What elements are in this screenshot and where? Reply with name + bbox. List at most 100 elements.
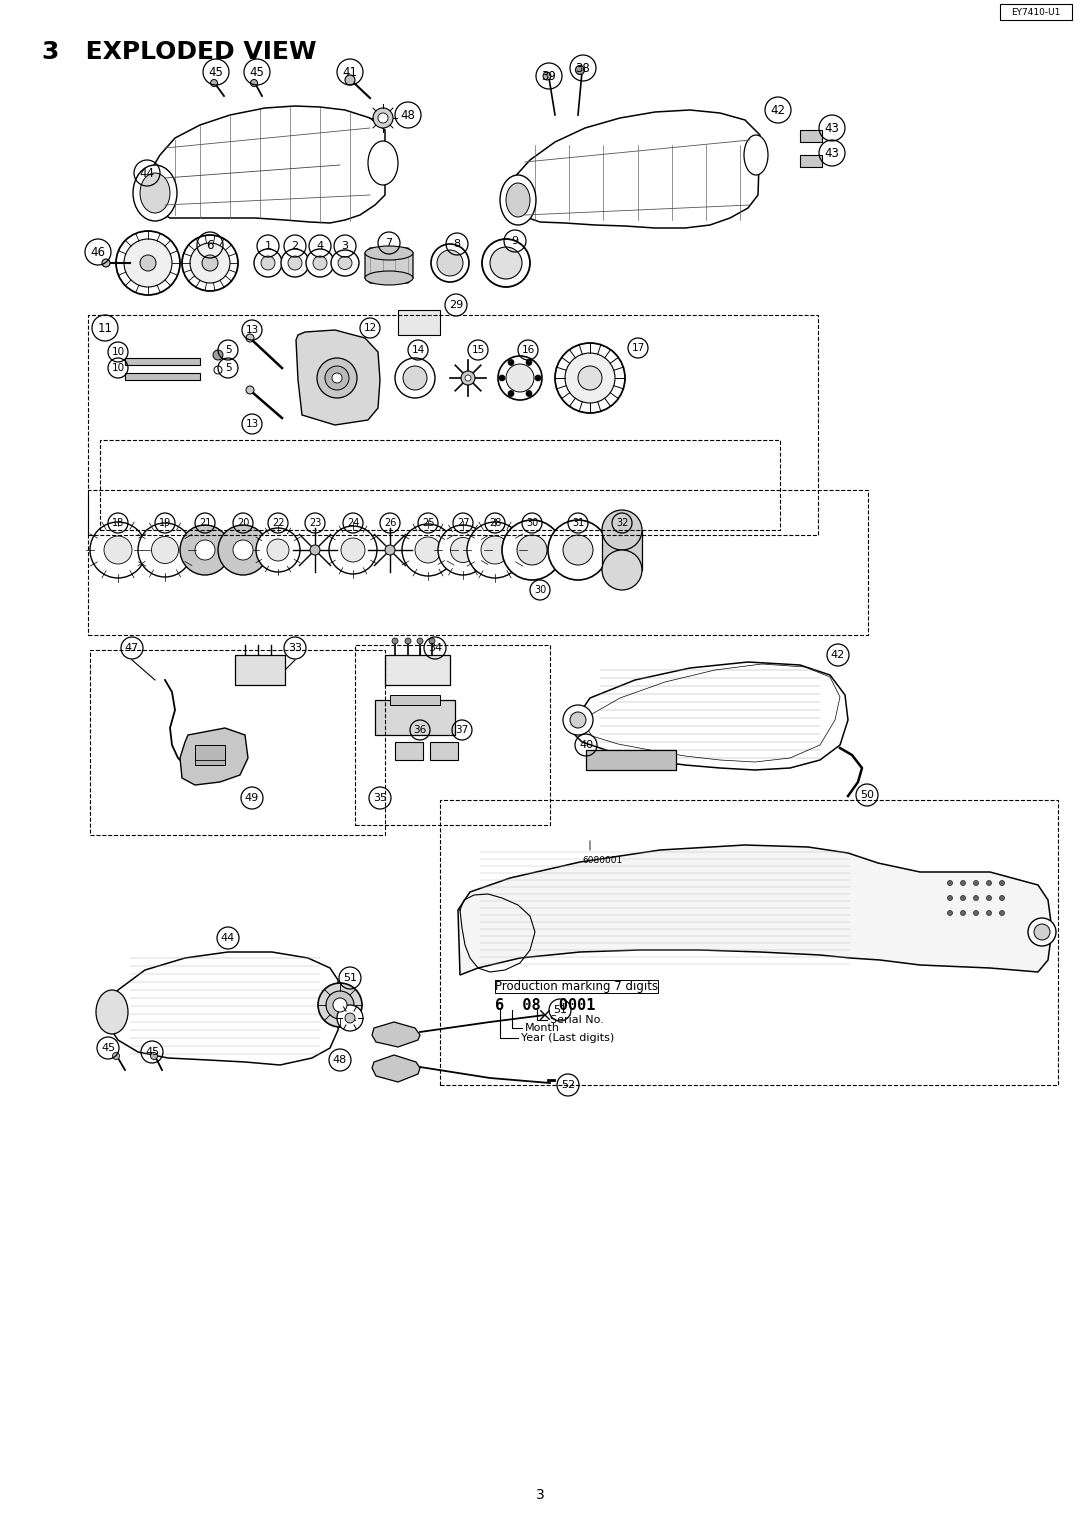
Circle shape <box>490 248 522 280</box>
Text: 13: 13 <box>245 325 258 335</box>
Circle shape <box>947 895 953 900</box>
Text: 10: 10 <box>111 347 124 358</box>
Text: 6: 6 <box>206 238 214 252</box>
Text: Serial No.: Serial No. <box>550 1015 604 1025</box>
Circle shape <box>602 510 642 550</box>
Ellipse shape <box>261 257 275 270</box>
Text: EY7410-U1: EY7410-U1 <box>1011 8 1061 17</box>
Circle shape <box>502 520 562 581</box>
Circle shape <box>465 374 471 380</box>
Circle shape <box>333 998 347 1012</box>
Circle shape <box>508 359 514 365</box>
Ellipse shape <box>500 176 536 225</box>
Circle shape <box>1028 918 1056 946</box>
Text: 5: 5 <box>225 345 231 354</box>
Circle shape <box>392 639 399 643</box>
Circle shape <box>565 353 615 403</box>
Circle shape <box>405 639 411 643</box>
Text: 51: 51 <box>553 1005 567 1015</box>
Circle shape <box>973 911 978 915</box>
Text: Month: Month <box>525 1024 561 1033</box>
Circle shape <box>947 880 953 886</box>
Text: 3: 3 <box>536 1488 544 1502</box>
Text: 22: 22 <box>272 518 284 529</box>
Circle shape <box>195 539 215 559</box>
Bar <box>87 315 818 535</box>
Bar <box>87 490 868 636</box>
Circle shape <box>999 911 1004 915</box>
Circle shape <box>999 880 1004 886</box>
Bar <box>440 801 1058 1085</box>
Polygon shape <box>372 1022 420 1047</box>
Text: 24: 24 <box>347 518 360 529</box>
Text: 26: 26 <box>383 518 396 529</box>
Circle shape <box>345 1013 355 1024</box>
Circle shape <box>140 255 156 270</box>
Text: 52: 52 <box>561 1080 575 1089</box>
Text: 3: 3 <box>341 241 349 251</box>
Text: 31: 31 <box>572 518 584 529</box>
Circle shape <box>183 235 238 290</box>
Circle shape <box>325 367 349 390</box>
Text: 46: 46 <box>91 246 106 258</box>
Text: 6080001: 6080001 <box>582 856 622 865</box>
Text: 20: 20 <box>237 518 249 529</box>
Text: 11: 11 <box>97 321 112 335</box>
Text: 7: 7 <box>386 238 392 248</box>
Bar <box>125 373 200 380</box>
Text: 28: 28 <box>489 518 501 529</box>
Text: 51: 51 <box>343 973 357 983</box>
Circle shape <box>467 523 523 578</box>
Circle shape <box>499 374 505 380</box>
Ellipse shape <box>140 173 170 212</box>
Circle shape <box>102 260 110 267</box>
Text: 6  08  0001: 6 08 0001 <box>495 998 595 1013</box>
Circle shape <box>431 244 469 283</box>
Text: 32: 32 <box>616 518 629 529</box>
Circle shape <box>507 364 534 393</box>
Circle shape <box>415 536 441 562</box>
Text: 41: 41 <box>342 66 357 78</box>
Polygon shape <box>602 530 642 570</box>
Circle shape <box>1034 924 1050 940</box>
Polygon shape <box>365 248 413 283</box>
Bar <box>800 154 822 167</box>
Circle shape <box>417 639 423 643</box>
Text: 34: 34 <box>428 643 442 652</box>
Circle shape <box>90 523 146 578</box>
Circle shape <box>563 704 593 735</box>
Text: 23: 23 <box>309 518 321 529</box>
Circle shape <box>395 358 435 397</box>
Circle shape <box>213 350 222 361</box>
Polygon shape <box>148 105 384 223</box>
Circle shape <box>112 1053 120 1059</box>
Text: 27: 27 <box>457 518 469 529</box>
Polygon shape <box>372 1054 420 1082</box>
Text: 40: 40 <box>579 740 593 750</box>
Circle shape <box>578 367 602 390</box>
Text: Year (Last digits): Year (Last digits) <box>521 1033 615 1044</box>
Circle shape <box>150 1053 158 1059</box>
Polygon shape <box>510 110 760 228</box>
Circle shape <box>180 526 230 575</box>
Circle shape <box>251 79 257 87</box>
Text: 30: 30 <box>534 585 546 594</box>
Text: 21: 21 <box>199 518 212 529</box>
Text: 48: 48 <box>333 1054 347 1065</box>
Circle shape <box>555 342 625 413</box>
Circle shape <box>526 359 532 365</box>
Circle shape <box>563 535 593 565</box>
Bar <box>235 656 285 685</box>
Text: 44: 44 <box>221 934 235 943</box>
Circle shape <box>246 335 254 342</box>
Ellipse shape <box>744 134 768 176</box>
FancyBboxPatch shape <box>1000 5 1072 20</box>
Text: 30: 30 <box>526 518 538 529</box>
Circle shape <box>138 523 192 578</box>
Bar <box>395 743 423 759</box>
Text: 33: 33 <box>288 643 302 652</box>
Circle shape <box>124 238 172 287</box>
Text: 19: 19 <box>159 518 171 529</box>
Text: 16: 16 <box>522 345 535 354</box>
Circle shape <box>986 895 991 900</box>
